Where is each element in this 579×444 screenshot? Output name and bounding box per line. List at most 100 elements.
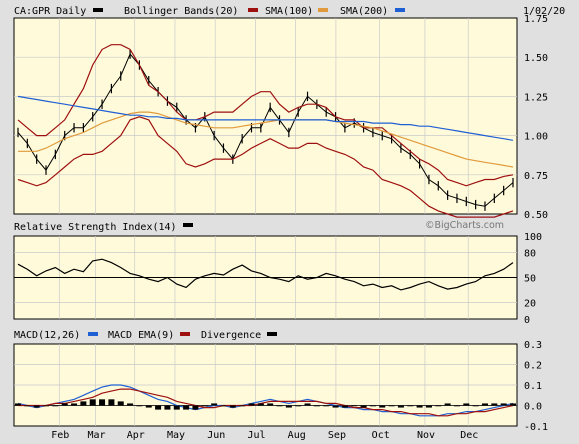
divergence-bar: [155, 405, 162, 410]
divergence-bar: [416, 405, 423, 408]
price-y-axis: 1.75 1.50 1.25 1.00 0.75 0.50: [524, 14, 548, 221]
rsi-panel: Relative Strength Index(14) 100 80 50 20 0: [13, 222, 542, 326]
x-tick-label: Nov: [417, 430, 435, 441]
divergence-bar: [295, 405, 302, 407]
ticker-title: CA:GPR Daily: [14, 6, 86, 17]
divergence-bar: [510, 403, 516, 406]
x-tick-label: Sep: [328, 430, 346, 441]
series-line-price: [17, 53, 514, 207]
divergence-bar: [463, 403, 470, 406]
divergence-bar: [360, 405, 367, 408]
divergence-bar: [183, 405, 190, 410]
divergence-bar: [313, 405, 320, 407]
divergence-bar: [239, 405, 246, 407]
divergence-bar: [491, 403, 498, 406]
divergence-bar: [80, 401, 87, 406]
x-tick-label: Dec: [460, 430, 478, 441]
legend-swatch-blue: [395, 8, 405, 12]
chart-date: 1/02/20: [523, 6, 565, 17]
macd-ema-legend-swatch: [180, 332, 190, 336]
macd-ema-legend-label: MACD EMA(9): [108, 330, 174, 341]
divergence-bar: [220, 405, 227, 407]
divergence-legend-label: Divergence: [201, 330, 261, 341]
divergence-bar: [351, 405, 358, 407]
divergence-bar: [332, 405, 339, 408]
price-gridlines: [14, 18, 517, 214]
divergence-bar: [24, 405, 31, 407]
divergence-bar: [379, 405, 386, 408]
macd-gridlines: [14, 344, 517, 426]
x-tick-label: Mar: [87, 430, 105, 441]
divergence-bar: [369, 405, 376, 407]
series-line-bollinger-lower: [17, 116, 514, 218]
y-tick-label: 1.00: [524, 132, 548, 143]
divergence-bar: [341, 405, 348, 408]
series-line-sma-100-: [18, 111, 514, 168]
divergence-bar: [52, 405, 59, 407]
series-line-rsi: [17, 258, 514, 291]
divergence-bar: [89, 399, 96, 406]
divergence-bar: [285, 405, 292, 408]
divergence-bar: [248, 403, 255, 406]
y-tick-label: 0.3: [524, 340, 542, 351]
y-tick-label: 100: [524, 232, 542, 243]
series-line-sma-200-: [17, 95, 514, 141]
y-tick-label: 20: [524, 298, 536, 309]
divergence-bar: [164, 405, 171, 410]
divergence-bar: [229, 405, 236, 408]
divergence-bar: [397, 405, 404, 408]
divergence-bar: [71, 403, 78, 406]
macd-panel: MACD(12,26) MACD EMA(9) Divergence 0.3 0.…: [13, 330, 548, 433]
legend-swatch-sma100: [248, 8, 258, 12]
y-tick-label: 80: [524, 249, 536, 260]
macd-y-axis: 0.3 0.2 0.1 0.0 -0.1: [524, 340, 548, 433]
x-tick-label: Aug: [288, 430, 306, 441]
y-tick-label: 0.2: [524, 361, 542, 372]
y-tick-label: 0: [524, 315, 530, 326]
watermark: ©BigCharts.com: [425, 220, 504, 231]
series-line-macd-ema: [18, 388, 514, 417]
macd-series: [15, 384, 516, 417]
rsi-series: [17, 258, 514, 291]
price-series: [17, 44, 514, 218]
divergence-bar: [276, 405, 283, 407]
series-line-bollinger-upper: [17, 44, 514, 187]
rsi-legend-swatch: [183, 223, 193, 227]
divergence-bar: [136, 405, 143, 407]
divergence-bar: [388, 405, 395, 407]
divergence-bar: [173, 405, 180, 410]
divergence-bar: [435, 405, 442, 407]
divergence-bar: [304, 403, 311, 406]
legend-label-bollinger: Bollinger Bands(20): [124, 6, 238, 17]
divergence-bar: [444, 403, 451, 406]
divergence-bar: [267, 403, 274, 406]
divergence-bar: [99, 399, 106, 406]
x-tick-label: Feb: [51, 430, 69, 441]
y-tick-label: 50: [524, 274, 536, 285]
legend-label-sma100: SMA(100): [265, 6, 313, 17]
rsi-title: Relative Strength Index(14): [14, 222, 177, 233]
y-tick-label: 0.0: [524, 402, 542, 413]
legend-swatch-bollinger: [93, 8, 103, 12]
x-axis: Feb Mar Apr May Jun Jul Aug Sep Oct Nov Dec: [51, 430, 478, 441]
y-tick-label: 1.50: [524, 53, 548, 64]
y-tick-label: 0.50: [524, 210, 548, 221]
rsi-y-axis: 100 80 50 20 0: [524, 232, 542, 326]
rsi-gridlines: [14, 236, 517, 319]
price-panel: CA:GPR Daily Bollinger Bands(20) SMA(100…: [13, 6, 565, 231]
divergence-bar: [425, 405, 432, 408]
divergence-bar: [500, 403, 507, 406]
macd-legend-label: MACD(12,26): [14, 330, 80, 341]
x-tick-label: Oct: [372, 430, 390, 441]
divergence-bar: [108, 399, 115, 406]
divergence-legend-swatch: [267, 332, 277, 336]
divergence-bar: [481, 403, 488, 406]
legend-label-sma200: SMA(200): [340, 6, 388, 17]
divergence-bar: [407, 405, 414, 407]
x-tick-label: May: [167, 430, 185, 441]
divergence-bar: [145, 405, 152, 408]
divergence-bar: [43, 405, 50, 407]
y-tick-label: -0.1: [524, 422, 548, 433]
divergence-bar: [472, 405, 479, 407]
